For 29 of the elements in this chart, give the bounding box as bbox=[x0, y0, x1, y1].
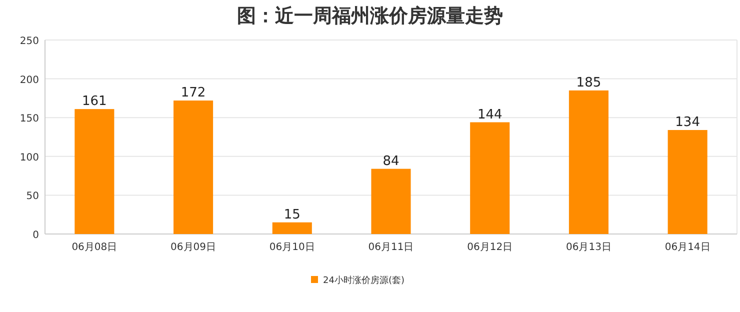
bar bbox=[74, 109, 114, 234]
x-tick-label: 06月14日 bbox=[664, 242, 710, 253]
y-tick-label: 50 bbox=[26, 191, 39, 202]
data-label: 144 bbox=[477, 107, 502, 122]
bar bbox=[568, 90, 608, 234]
x-tick-label: 06月13日 bbox=[566, 242, 612, 253]
y-tick-label: 100 bbox=[20, 152, 39, 164]
y-tick-label: 150 bbox=[20, 114, 39, 125]
bar bbox=[371, 168, 411, 234]
y-tick-label: 200 bbox=[20, 74, 39, 86]
x-tick-label: 06月09日 bbox=[170, 242, 216, 253]
data-label: 134 bbox=[675, 115, 700, 130]
bar bbox=[174, 100, 214, 234]
data-label: 185 bbox=[576, 75, 602, 90]
data-label: 161 bbox=[82, 94, 107, 110]
x-tick-label: 06月08日 bbox=[72, 242, 118, 253]
data-label: 84 bbox=[382, 154, 400, 169]
x-tick-label: 06月10日 bbox=[269, 242, 315, 253]
y-tick-label: 250 bbox=[20, 36, 39, 47]
legend-label: 24小时涨价房源(套) bbox=[323, 275, 404, 286]
bar bbox=[470, 122, 510, 234]
data-label: 15 bbox=[284, 207, 300, 222]
x-tick-label: 06月11日 bbox=[368, 242, 414, 253]
x-tick-label: 06月12日 bbox=[467, 242, 513, 253]
chart-title: 图：近一周福州涨价房源量走势 bbox=[237, 5, 503, 27]
data-label: 172 bbox=[180, 86, 206, 101]
bar bbox=[272, 222, 312, 234]
y-tick-label: 0 bbox=[32, 230, 39, 241]
bar bbox=[668, 130, 708, 234]
